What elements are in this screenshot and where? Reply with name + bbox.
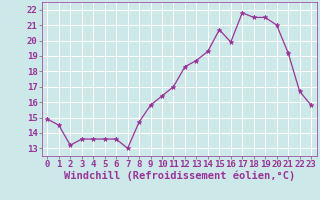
X-axis label: Windchill (Refroidissement éolien,°C): Windchill (Refroidissement éolien,°C) xyxy=(64,171,295,181)
